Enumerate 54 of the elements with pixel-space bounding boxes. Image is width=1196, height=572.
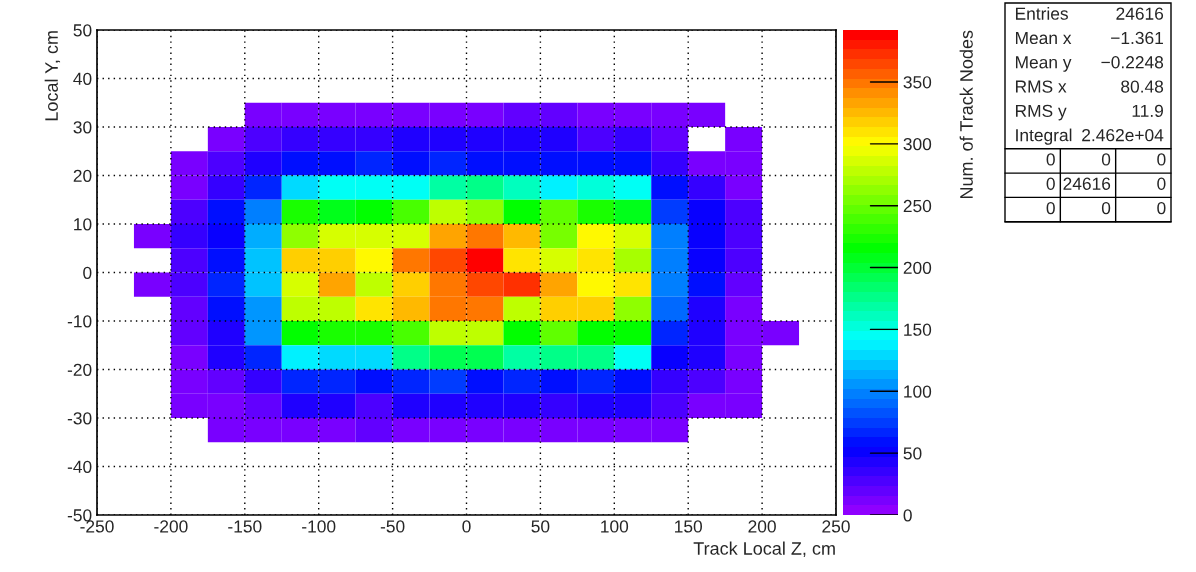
x-tick-label: 0 bbox=[462, 520, 471, 533]
y-tick-label: 50 bbox=[73, 24, 92, 37]
text: 2.462e+04 bbox=[1082, 129, 1164, 142]
x-tick-label: 150 bbox=[675, 520, 703, 533]
text: 80.48 bbox=[1121, 80, 1164, 93]
y-tick-label: -20 bbox=[67, 363, 92, 376]
y-tick-label: 10 bbox=[74, 218, 92, 231]
text: 0 bbox=[1046, 201, 1055, 215]
x-tick-label: 100 bbox=[601, 520, 629, 533]
color-bar-label: 250 bbox=[903, 199, 932, 213]
text: Mean x bbox=[1015, 32, 1072, 45]
text: 0 bbox=[1157, 177, 1166, 190]
text: 24616 bbox=[1063, 177, 1111, 190]
x-tick-label: 250 bbox=[822, 520, 850, 533]
text: RMS x bbox=[1015, 80, 1067, 93]
color-bar-label: 50 bbox=[903, 447, 922, 460]
text: Mean y bbox=[1015, 56, 1072, 72]
y-tick-label: 0 bbox=[83, 266, 92, 279]
y-tick-label: -10 bbox=[67, 315, 92, 328]
color-bar-label: 150 bbox=[904, 323, 932, 336]
x-tick-label: 200 bbox=[748, 520, 776, 533]
y-tick-label: -50 bbox=[67, 509, 92, 522]
x-tick-label: 50 bbox=[531, 520, 550, 533]
y-tick-label: 20 bbox=[73, 169, 92, 182]
text: RMS y bbox=[1015, 104, 1067, 121]
y-tick-label: -30 bbox=[67, 412, 92, 425]
text: −1.361 bbox=[1111, 31, 1163, 45]
x-axis-title: Track Local Z, cm bbox=[693, 541, 835, 557]
x-tick-label: -50 bbox=[380, 520, 405, 533]
y-tick-label: 40 bbox=[73, 72, 92, 85]
color-bar-label: 200 bbox=[903, 261, 932, 275]
text: 0 bbox=[1101, 201, 1111, 215]
color-bar-label: 0 bbox=[903, 509, 912, 522]
x-tick-label: -150 bbox=[228, 520, 262, 533]
text: 0 bbox=[1046, 177, 1055, 190]
x-tick-label: -200 bbox=[154, 520, 188, 533]
text: 11.9 bbox=[1132, 104, 1163, 118]
text: 0 bbox=[1157, 201, 1166, 215]
color-bar-title: Num. of Track Nodes bbox=[959, 30, 973, 199]
text: 24616 bbox=[1116, 7, 1164, 20]
text: 0 bbox=[1157, 153, 1166, 166]
text: Entries bbox=[1015, 7, 1068, 20]
text: Integral bbox=[1016, 128, 1072, 145]
color-bar-label: 100 bbox=[904, 385, 932, 398]
text: 0 bbox=[1046, 153, 1055, 166]
text: −0.2248 bbox=[1101, 56, 1164, 69]
color-bar-label: 300 bbox=[903, 137, 932, 151]
color-bar-label: 350 bbox=[903, 76, 932, 89]
x-tick-label: -250 bbox=[80, 520, 114, 533]
y-tick-label: 30 bbox=[73, 121, 92, 134]
y-axis-title: Local Y, cm bbox=[44, 31, 61, 121]
text: 0 bbox=[1101, 153, 1111, 166]
y-tick-label: -40 bbox=[67, 460, 92, 473]
x-tick-label: -100 bbox=[302, 520, 336, 533]
